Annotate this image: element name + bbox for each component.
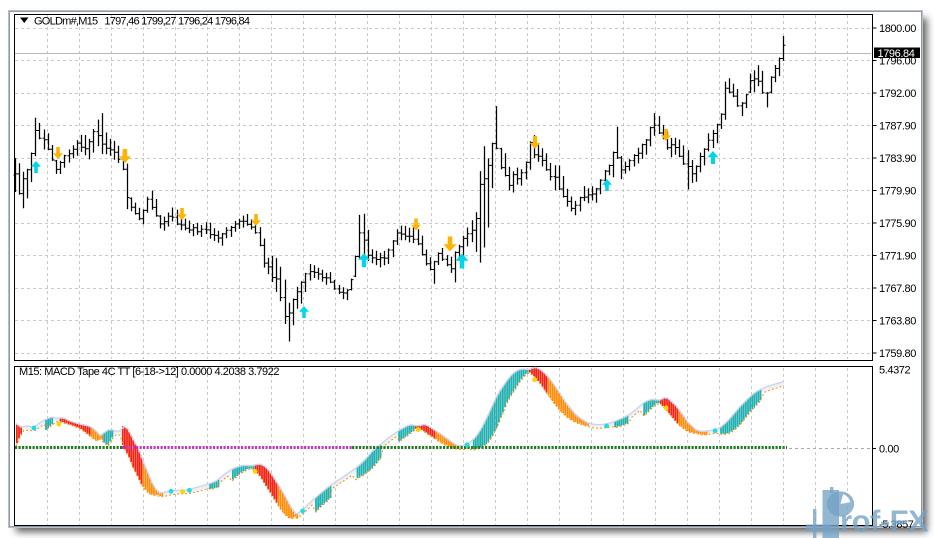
svg-text:1783.90: 1783.90 bbox=[879, 153, 916, 165]
svg-text:GOLDm#,M15 1797,46 1799,27 1: GOLDm#,M15 1797,46 1799,27 1796,24 1796,… bbox=[34, 16, 250, 28]
svg-text:1796.00: 1796.00 bbox=[879, 55, 916, 67]
svg-text:5.4372: 5.4372 bbox=[879, 365, 911, 377]
svg-text:1775.90: 1775.90 bbox=[879, 218, 916, 230]
svg-text:1800.00: 1800.00 bbox=[879, 23, 916, 35]
svg-text:rof-FX: rof-FX bbox=[840, 504, 929, 538]
svg-text:1787.90: 1787.90 bbox=[879, 120, 916, 132]
svg-text:1771.90: 1771.90 bbox=[879, 250, 916, 262]
svg-text:1763.80: 1763.80 bbox=[879, 315, 916, 327]
svg-text:1759.80: 1759.80 bbox=[879, 348, 916, 360]
svg-text:1792.00: 1792.00 bbox=[879, 88, 916, 100]
svg-text:-5.3857: -5.3857 bbox=[879, 519, 914, 531]
svg-text:0.00: 0.00 bbox=[879, 443, 899, 455]
svg-text:1767.80: 1767.80 bbox=[879, 283, 916, 295]
svg-text:M15: MACD Tape 4C TT [6-18->12: M15: MACD Tape 4C TT [6-18->12] 0.0000 4… bbox=[19, 366, 279, 378]
svg-text:1796.84: 1796.84 bbox=[878, 48, 915, 60]
svg-text:1779.90: 1779.90 bbox=[879, 185, 916, 197]
